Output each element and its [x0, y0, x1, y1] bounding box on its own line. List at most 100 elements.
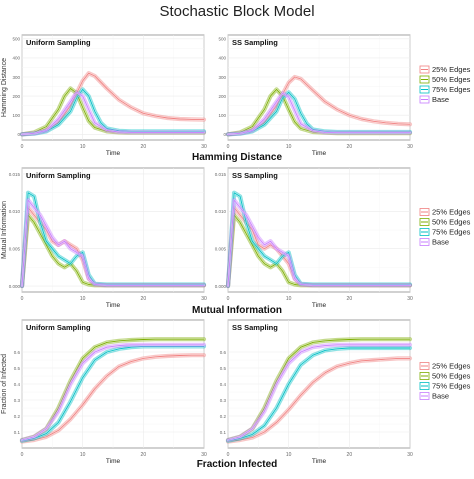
x-tick-label: 20: [141, 296, 147, 302]
legend-item: Base: [419, 392, 449, 401]
series-base: [19, 90, 207, 137]
series-line: [227, 347, 411, 442]
panel-ss: SS Sampling 0 10 20 30 Time 0 100 200 300 400 500: [218, 34, 413, 157]
legend-label: 75% Edges: [432, 382, 471, 391]
y-tick-label: 0.1: [220, 430, 227, 435]
series-line: [227, 76, 411, 135]
y-tick-label: 0.010: [9, 209, 21, 214]
x-tick-label: 0: [21, 452, 24, 458]
legend-item: 25% Edges: [419, 362, 471, 371]
row-title: Fraction Infected: [197, 459, 278, 470]
panel-label: Uniform Sampling: [26, 38, 91, 47]
y-tick-label: 0.4: [14, 382, 21, 387]
legend-item: 50% Edges: [419, 218, 471, 227]
y-tick-label: 0.3: [14, 398, 21, 403]
y-tick-label: 0: [17, 132, 20, 137]
panel-label: SS Sampling: [232, 38, 278, 47]
legend-item: Base: [419, 95, 449, 104]
y-tick-label: 300: [12, 75, 20, 80]
legend-label: 25% Edges: [432, 362, 471, 371]
x-axis-title: Time: [312, 302, 327, 309]
legend-item: 75% Edges: [419, 382, 471, 391]
legend-label: Base: [432, 238, 449, 247]
y-tick-label: 0.005: [9, 246, 21, 251]
series-25-edges: [225, 74, 413, 137]
y-tick-label: 0.015: [215, 172, 227, 177]
x-tick-label: 30: [407, 296, 413, 302]
x-tick-label: 30: [201, 144, 207, 150]
y-tick-label: 200: [218, 94, 226, 99]
legend-item: 75% Edges: [419, 228, 471, 237]
panel-ss: SS Sampling 0 10 20 30 Time 0.000 0.005 0.010 0.0…: [215, 167, 413, 309]
y-axis-title: Hamming Distance: [1, 58, 8, 117]
y-tick-label: 0.1: [14, 430, 21, 435]
y-tick-label: 500: [12, 37, 20, 42]
legend-label: 50% Edges: [432, 372, 471, 381]
y-tick-label: 0: [223, 132, 226, 137]
chart-row-1: Hamming Distance Uniform Sampling 0 10 20 30 T…: [1, 34, 471, 163]
row-title: Mutual Information: [192, 305, 282, 316]
panel-uniform: Uniform Sampling 0 10 20 30 Time 0.1 0.2 0.3 0.4 0…: [14, 319, 207, 465]
y-tick-label: 0.2: [220, 414, 227, 419]
series-line: [21, 91, 205, 135]
series-75-edges: [19, 87, 207, 137]
y-tick-label: 0.6: [220, 350, 227, 355]
x-axis-title: Time: [312, 458, 327, 465]
y-tick-label: 100: [12, 113, 20, 118]
legend-item: 50% Edges: [419, 372, 471, 381]
series-50-edges: [19, 337, 207, 443]
x-axis-title: Time: [106, 302, 121, 309]
legend-label: Base: [432, 95, 449, 104]
x-tick-label: 0: [21, 144, 24, 150]
legend-label: 75% Edges: [432, 85, 471, 94]
legend-label: 25% Edges: [432, 65, 471, 74]
x-axis-title: Time: [106, 150, 121, 157]
series-line: [21, 354, 205, 443]
y-tick-label: 0.5: [14, 366, 21, 371]
x-tick-label: 10: [80, 296, 86, 302]
y-tick-label: 400: [12, 56, 20, 61]
legend-label: 50% Edges: [432, 75, 471, 84]
series-base: [225, 91, 413, 137]
y-tick-label: 300: [218, 75, 226, 80]
series-base: [225, 342, 413, 443]
panel-label: Uniform Sampling: [26, 323, 91, 332]
series-75-edges: [19, 344, 207, 443]
panel-ss: SS Sampling 0 10 20 30 Time 0.1 0.2 0.3 0.4 0.5 0.6: [220, 319, 413, 465]
y-axis-title: Mutual Information: [1, 201, 8, 259]
x-tick-label: 20: [141, 144, 147, 150]
series-75-edges: [225, 345, 413, 443]
series-line: [227, 344, 411, 441]
series-25-edges: [19, 71, 207, 137]
chart-row-2: Mutual Information Uniform Sampling 0 10 20 3…: [1, 167, 471, 316]
series-base: [19, 198, 207, 289]
x-tick-label: 10: [286, 296, 292, 302]
series-line: [227, 357, 411, 443]
y-tick-label: 0.5: [220, 366, 227, 371]
legend-label: 75% Edges: [432, 228, 471, 237]
series-line: [21, 72, 205, 135]
legend-item: 25% Edges: [419, 208, 471, 217]
x-axis-title: Time: [312, 150, 327, 157]
y-tick-label: 0.3: [220, 398, 227, 403]
y-tick-label: 0.000: [215, 284, 227, 289]
x-tick-label: 20: [141, 452, 147, 458]
series-line: [227, 338, 411, 441]
series-25-edges: [19, 353, 207, 444]
series-line: [227, 92, 411, 135]
panel-uniform: Uniform Sampling 0 10 20 30 Time 0 100 200 300 400…: [12, 34, 207, 157]
series-line: [21, 199, 205, 287]
legend-item: 25% Edges: [419, 65, 471, 74]
legend-label: Base: [432, 392, 449, 401]
x-tick-label: 30: [407, 144, 413, 150]
x-axis-title: Time: [106, 458, 121, 465]
y-tick-label: 0.015: [9, 172, 21, 177]
y-tick-label: 0.010: [215, 209, 227, 214]
series-base: [19, 342, 207, 443]
y-tick-label: 0.000: [9, 284, 21, 289]
legend-item: 50% Edges: [419, 75, 471, 84]
